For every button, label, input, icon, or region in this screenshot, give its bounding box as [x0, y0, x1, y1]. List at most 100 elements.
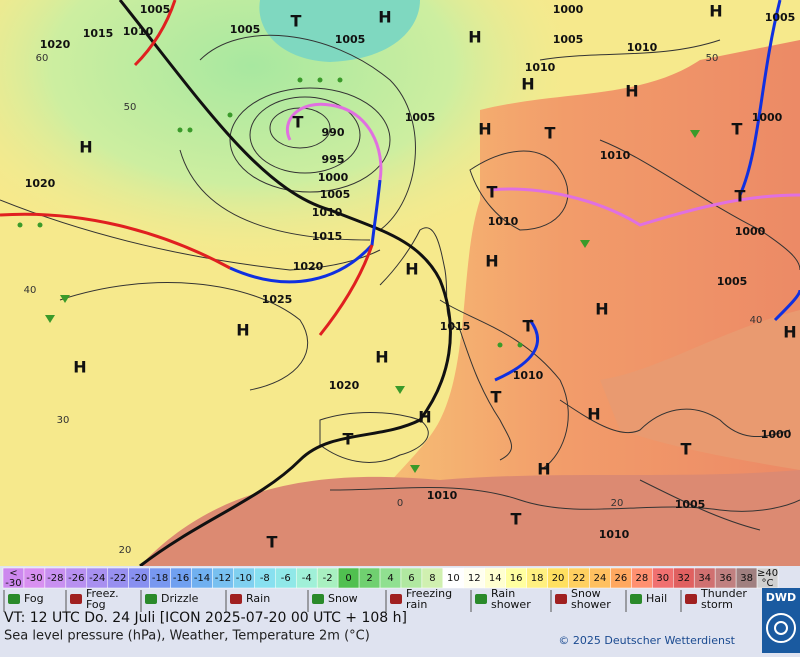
map-labels: 1005 1015 1010 1020 1005 1005 1000 1005 1010 1010… [24, 2, 797, 557]
warm-east [600, 310, 800, 470]
high-marker: H [236, 321, 249, 340]
high-marker: H [79, 138, 92, 157]
weather-legend-label: shower [491, 598, 531, 611]
temperature-isoline-label: 0 [397, 498, 403, 509]
low-marker: T [735, 187, 746, 206]
scale-label: 12 [468, 573, 481, 584]
logo-swirl [774, 621, 788, 635]
coastline [469, 150, 569, 231]
weather-icon [8, 594, 20, 604]
map [0, 0, 800, 568]
temperature-isoline-label: 50 [706, 53, 719, 64]
pressure-label: 1010 [427, 489, 458, 502]
pressure-label: 1005 [230, 23, 261, 36]
pressure-label: 1010 [627, 41, 658, 54]
low-marker: T [487, 183, 498, 202]
pressure-label: 1010 [312, 206, 343, 219]
pressure-label: 1010 [600, 149, 631, 162]
weather-icon [390, 594, 402, 604]
cold-front [229, 179, 382, 284]
low-marker: T [523, 317, 534, 336]
scale-label: -30 [5, 578, 21, 589]
isobar [639, 479, 761, 531]
scale-label: 20 [552, 573, 565, 584]
scale-label: -6 [281, 573, 291, 584]
scale-label: -30 [26, 573, 42, 584]
scale-label: °C [762, 578, 774, 589]
weather-icon [230, 594, 242, 604]
copyright: © 2025 Deutscher Wetterdienst [558, 634, 735, 647]
high-marker: H [595, 300, 608, 319]
occluded-front [285, 102, 383, 181]
high-marker: H [625, 82, 638, 101]
pressure-label: 1000 [318, 171, 349, 184]
high-marker: H [418, 408, 431, 427]
coastline [329, 487, 800, 512]
cool-area [0, 0, 560, 330]
isobar [229, 87, 391, 193]
scale-label: 24 [594, 573, 607, 584]
high-marker: H [478, 120, 491, 139]
high-marker: H [485, 252, 498, 271]
weather-legend-label: Rain [246, 592, 270, 605]
warm-front [318, 244, 374, 336]
logo-swirl [766, 613, 796, 643]
weather-legend-label: storm [701, 598, 733, 611]
occlusion-trough [118, 0, 452, 568]
weather-legend-label: shower [571, 598, 611, 611]
pressure-label: 1010 [599, 528, 630, 541]
temperature-isoline-label: 50 [124, 102, 137, 113]
pressure-label: 1015 [83, 27, 114, 40]
scale-label: 14 [489, 573, 502, 584]
pressure-label: 1020 [329, 379, 360, 392]
weather-icon [70, 594, 82, 604]
scale-label: 28 [635, 573, 648, 584]
scale-label: < [9, 568, 17, 579]
pressure-label: 1015 [312, 230, 343, 243]
rain-symbol [497, 342, 503, 348]
scale-label: 34 [698, 573, 711, 584]
rain-symbol [517, 342, 523, 348]
temperature-isoline-label: 40 [24, 285, 37, 296]
scale-label: -24 [89, 573, 105, 584]
weather-legend-label: rain [406, 598, 427, 611]
scale-label: -14 [194, 573, 210, 584]
high-marker: H [378, 8, 391, 27]
weather-icon [630, 594, 642, 604]
weather-legend-label: Freezing [406, 587, 452, 600]
scale-label: -2 [323, 573, 333, 584]
isobar [599, 139, 800, 271]
isobar [249, 96, 361, 174]
weather-legend-label: Thunder [700, 587, 747, 600]
pressure-label: 1010 [513, 369, 544, 382]
pressure-label: 1000 [752, 111, 783, 124]
rain-symbol [337, 77, 343, 83]
isobar [539, 39, 721, 61]
weather-symbols [17, 77, 700, 473]
isobars [0, 34, 800, 531]
pressure-label: 1005 [140, 3, 171, 16]
scale-label: -4 [302, 573, 312, 584]
rain-symbol [17, 222, 23, 228]
weather-legend-label: Snow [328, 592, 358, 605]
pressure-label: 1005 [320, 188, 351, 201]
pressure-label: 1020 [40, 38, 71, 51]
rain-symbol [317, 77, 323, 83]
scale-label: 26 [615, 573, 628, 584]
legend: <-30 -30 -28 -26 -24 -22 -20 -18 -16 -14 -12 -10 -8-… [0, 566, 800, 653]
weather-icon [475, 594, 487, 604]
weather-legend-label: Rain [491, 587, 515, 600]
rain-symbol [227, 112, 233, 118]
scale-label: 22 [573, 573, 586, 584]
pressure-label: 1020 [25, 177, 56, 190]
pressure-label: 1005 [765, 11, 796, 24]
isobar [59, 282, 309, 391]
weather-legend-label: Freez. [86, 587, 119, 600]
logo-text: DWD [766, 591, 796, 604]
isobar [0, 199, 381, 271]
rain-symbol [177, 127, 183, 133]
isobar [179, 149, 371, 241]
pressure-label: 1005 [335, 33, 366, 46]
scale-label: 6 [408, 573, 414, 584]
pressure-label: 1025 [262, 293, 293, 306]
